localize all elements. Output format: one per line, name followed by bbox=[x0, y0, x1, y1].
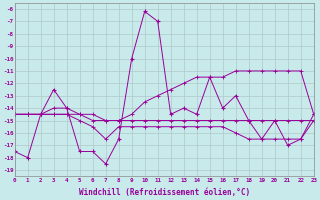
X-axis label: Windchill (Refroidissement éolien,°C): Windchill (Refroidissement éolien,°C) bbox=[79, 188, 250, 197]
